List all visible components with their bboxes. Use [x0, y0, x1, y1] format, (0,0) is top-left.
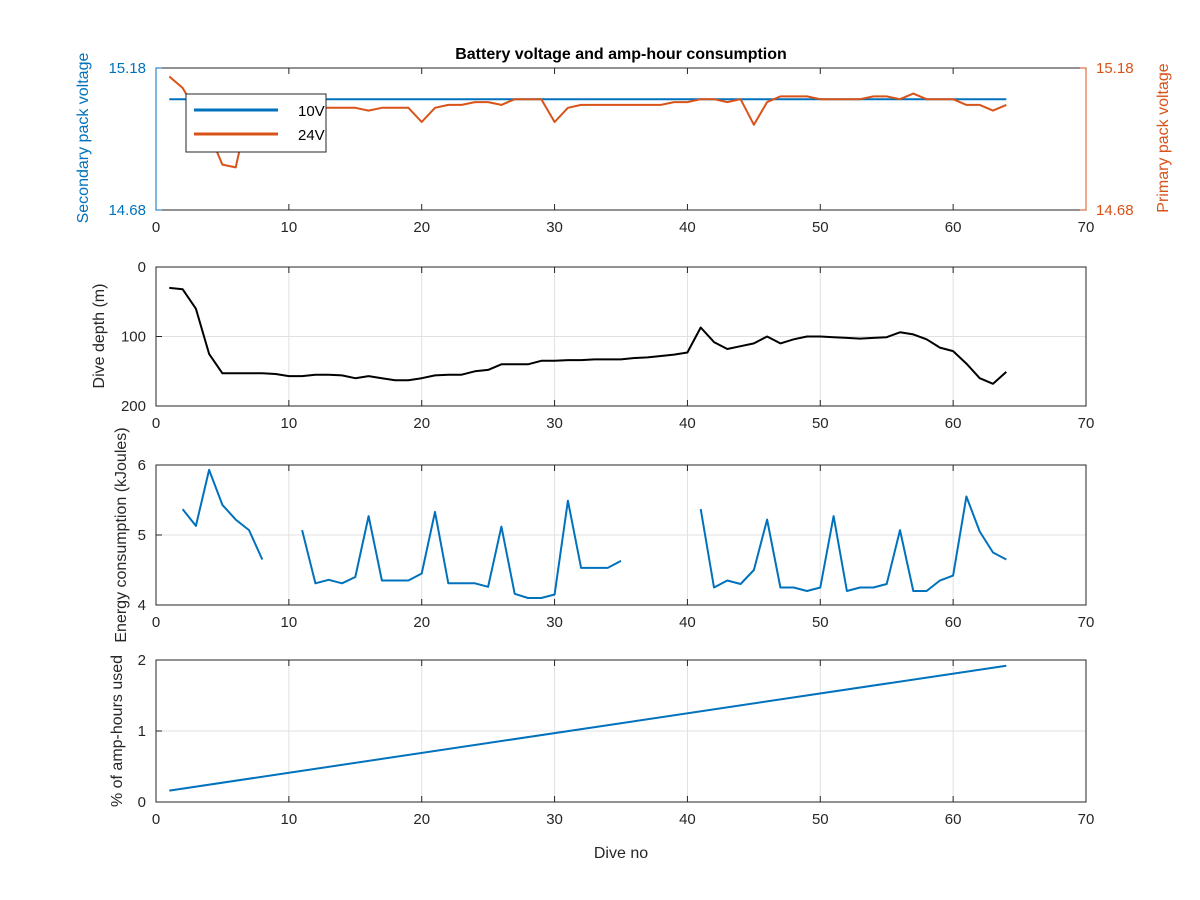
x-tick-label: 10	[281, 614, 298, 631]
y-tick-label: 1	[138, 723, 146, 740]
y-tick-label: 100	[121, 329, 146, 346]
x-tick-label: 50	[812, 219, 829, 236]
voltage-legend: 10V 24V	[185, 93, 327, 153]
y-tick-label: 200	[121, 398, 146, 415]
x-tick-label: 20	[413, 415, 430, 432]
x-tick-label: 30	[546, 219, 563, 236]
x-tick-label: 10	[281, 811, 298, 828]
x-tick-label: 10	[281, 219, 298, 236]
x-tick-label: 40	[679, 415, 696, 432]
x-tick-label: 20	[413, 614, 430, 631]
x-tick-label: 10	[281, 415, 298, 432]
series-line-amphours	[169, 664, 1007, 792]
x-tick-label: 70	[1078, 614, 1095, 631]
legend-label-24v: 24V	[298, 127, 325, 144]
x-tick-label: 0	[152, 219, 160, 236]
y-tick-label: 6	[138, 457, 146, 474]
x-tick-label: 50	[812, 415, 829, 432]
x-tick-label: 50	[812, 614, 829, 631]
x-tick-label: 60	[945, 811, 962, 828]
x-tick-label: 0	[152, 415, 160, 432]
y-tick-label: 0	[138, 794, 146, 811]
depth-panel: 0 10 20 30 40 50 60 70 0 100 200	[121, 259, 1094, 432]
x-tick-label: 0	[152, 811, 160, 828]
x-tick-label: 70	[1078, 811, 1095, 828]
x-tick-label: 20	[413, 219, 430, 236]
amphours-xlabel: Dive no	[594, 845, 648, 862]
energy-panel: 0 10 20 30 40 50 60 70 4 5 6	[138, 457, 1095, 631]
x-tick-label: 40	[679, 614, 696, 631]
voltage-ylabel-right: Primary pack voltage	[1155, 63, 1172, 212]
series-line-energy-segment	[301, 499, 622, 599]
amphours-ylabel: % of amp-hours used	[109, 655, 126, 807]
series-line-depth	[169, 286, 1007, 385]
y-tick-label: 5	[138, 527, 146, 544]
x-tick-label: 70	[1078, 219, 1095, 236]
y-tick-label: 14.68	[108, 202, 146, 219]
x-tick-label: 30	[546, 614, 563, 631]
x-tick-label: 50	[812, 811, 829, 828]
x-tick-label: 30	[546, 415, 563, 432]
legend-label-10v: 10V	[298, 103, 325, 120]
x-tick-label: 0	[152, 614, 160, 631]
legend-box	[185, 93, 327, 153]
y-tick-label: 2	[138, 652, 146, 669]
x-tick-label: 60	[945, 614, 962, 631]
x-tick-label: 60	[945, 415, 962, 432]
y-tick-label: 15.18	[108, 60, 146, 77]
voltage-ylabel-left: Secondary pack voltage	[75, 53, 92, 224]
series-line-energy-segment	[181, 468, 264, 560]
y-tick-label: 4	[138, 597, 146, 614]
y-right-tick-label: 15.18	[1096, 60, 1134, 77]
x-tick-label: 70	[1078, 415, 1095, 432]
x-tick-label: 40	[679, 811, 696, 828]
y-tick-label: 0	[138, 259, 146, 276]
x-tick-label: 40	[679, 219, 696, 236]
x-tick-label: 30	[546, 811, 563, 828]
x-tick-label: 20	[413, 811, 430, 828]
figure-title: Battery voltage and amp-hour consumption	[455, 46, 787, 63]
x-tick-label: 60	[945, 219, 962, 236]
series-line-energy-segment	[699, 495, 1007, 592]
amphours-panel: 0 10 20 30 40 50 60 70 0 1 2	[138, 652, 1095, 828]
energy-ylabel: Energy consumption (kJoules)	[113, 427, 130, 642]
depth-ylabel: Dive depth (m)	[91, 284, 108, 389]
y-right-tick-label: 14.68	[1096, 202, 1134, 219]
